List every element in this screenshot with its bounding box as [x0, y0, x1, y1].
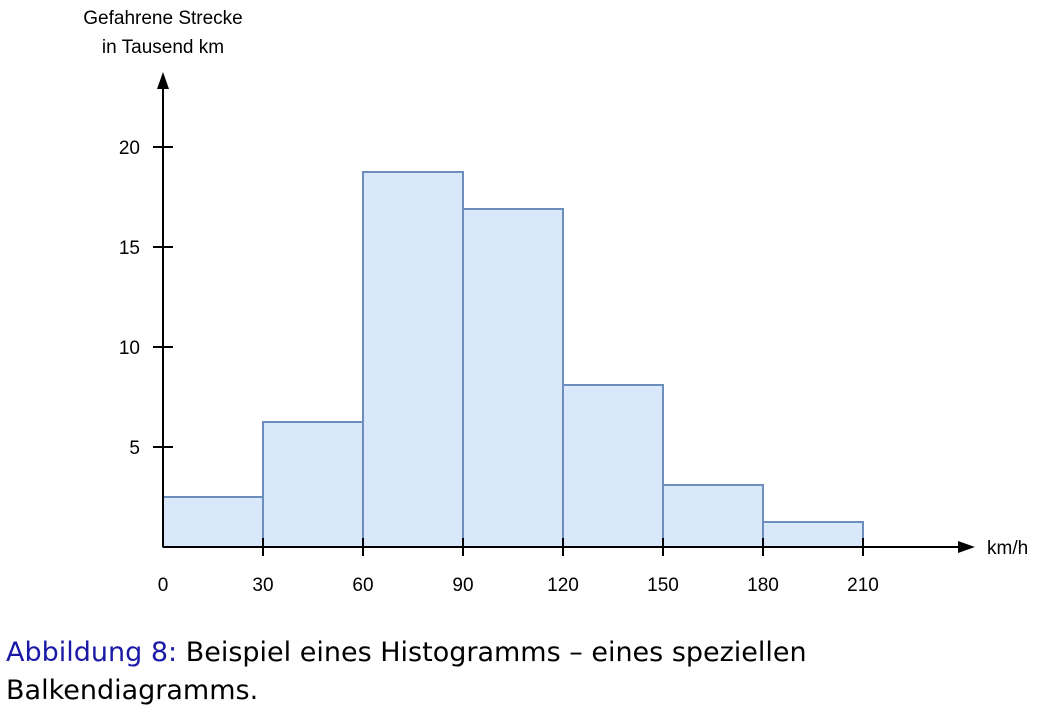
x-tick-label-30: 30	[252, 575, 273, 596]
x-tick-label-0: 0	[158, 575, 169, 596]
y-tick-label-20: 20	[119, 138, 140, 159]
x-axis-title: km/h	[987, 538, 1028, 559]
histogram-bar-6	[762, 521, 864, 548]
y-tick-label-15: 15	[119, 238, 140, 259]
x-tick-label-150: 150	[647, 575, 679, 596]
x-tick-label-60: 60	[352, 575, 373, 596]
histogram-chart: Gefahrene Strecke in Tausend km 5 10 15 20 0…	[83, 8, 1028, 596]
histogram-bar-3	[462, 208, 564, 548]
x-axis-arrow	[958, 541, 975, 553]
x-tick-label-180: 180	[747, 575, 779, 596]
histogram-bar-5	[662, 484, 764, 548]
histogram-bar-2	[362, 171, 464, 548]
histogram-bar-4	[562, 384, 664, 548]
axes-group: 5 10 15 20 0 30 60 90 120 150 180 210	[119, 72, 975, 596]
x-tick-label-120: 120	[547, 575, 579, 596]
caption-text: Beispiel eines Histogramms – eines spezi…	[6, 637, 807, 706]
x-tick-label-210: 210	[847, 575, 879, 596]
y-tick-label-10: 10	[119, 338, 140, 359]
y-axis-title-line2: in Tausend km	[102, 37, 224, 58]
x-tick-label-90: 90	[452, 575, 473, 596]
y-tick-label-5: 5	[129, 438, 140, 459]
histogram-bar-1	[262, 421, 364, 548]
figure-caption: Abbildung 8: Beispiel eines Histogramms …	[6, 634, 1006, 710]
y-axis-title-line1: Gefahrene Strecke	[83, 8, 242, 29]
bars-group	[162, 171, 864, 548]
y-axis-arrow	[157, 72, 169, 89]
caption-label: Abbildung 8:	[6, 637, 178, 668]
histogram-bar-0	[162, 496, 264, 548]
